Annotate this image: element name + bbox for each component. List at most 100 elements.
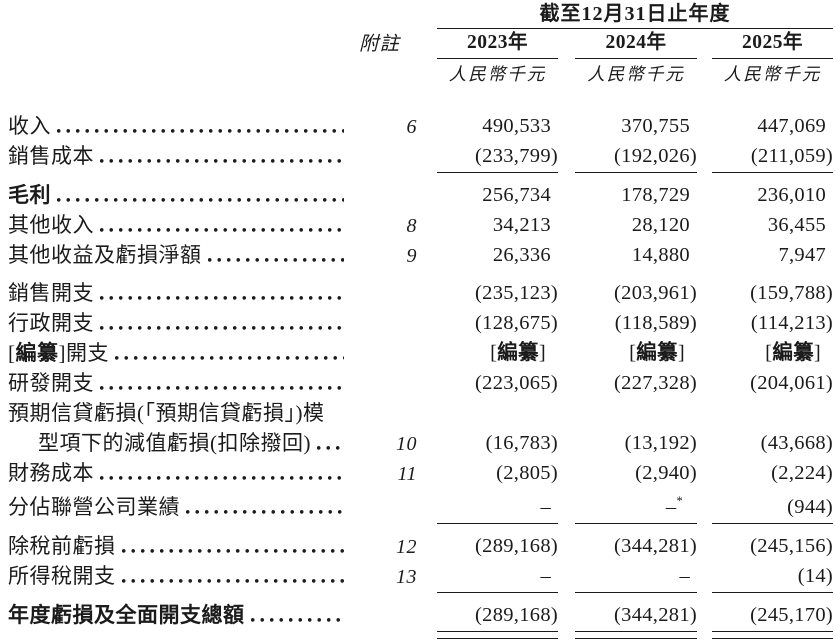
rule-separator-row	[8, 521, 834, 530]
row-redacted-expenses: [編纂]開支 [編纂] [編纂] [編纂]	[8, 337, 833, 367]
dot-leader	[207, 258, 344, 262]
rule-separator	[712, 592, 834, 593]
value-2023: (223,065)	[475, 372, 558, 395]
redacted-marker: 編纂	[497, 342, 539, 365]
unit-label: 人民幣千元	[587, 63, 685, 84]
value-2024: (13,192)	[624, 432, 697, 455]
rule-separator-row	[8, 170, 834, 179]
note-ref: 6	[406, 116, 417, 138]
note-ref: 9	[406, 245, 417, 267]
row-share-of-associates: 分佔聯營公司業績 – –* (944)	[8, 491, 833, 521]
income-statement-table: 截至12月31日止年度 附註 2023年 2024年 2025年 人民幣千元 人…	[8, 2, 834, 644]
note-ref: 11	[397, 463, 417, 485]
value-2023: (16,783)	[485, 432, 558, 455]
header-gap	[8, 84, 833, 110]
row-label: 銷售成本	[8, 143, 94, 168]
rule-separator	[437, 592, 558, 593]
double-rule-row	[8, 629, 834, 644]
value-2024: (203,961)	[614, 282, 697, 305]
year-header-2023: 2023年	[437, 28, 558, 59]
period-header: 截至12月31日止年度	[437, 2, 834, 29]
value-2024: (118,589)	[614, 312, 697, 335]
row-label: 研發開支	[8, 370, 94, 395]
rule-separator-row	[8, 590, 834, 599]
row-label: 收入	[8, 113, 51, 138]
rule-separator	[437, 523, 558, 524]
double-rule	[712, 631, 834, 639]
value-2025: (159,788)	[750, 282, 834, 305]
row-label: 所得稅開支	[8, 563, 116, 588]
row-finance-costs: 財務成本 11 (2,805) (2,940) (2,224)	[8, 457, 833, 487]
dot-leader	[186, 510, 344, 514]
value-2025: (245,156)	[750, 535, 834, 558]
row-other-income: 其他收入 8 34,213 28,120 36,455	[8, 209, 833, 239]
row-label: 毛利	[8, 182, 51, 207]
row-revenue: 收入 6 490,533 370,755 447,069	[8, 110, 833, 140]
value-2024: 28,120	[631, 214, 690, 237]
dot-leader	[100, 228, 344, 232]
value-2025: 236,010	[757, 184, 827, 207]
value-2023: (233,799)	[475, 145, 558, 168]
spacer-row	[8, 269, 833, 277]
dot-leader	[115, 356, 344, 360]
value-2025: (14)	[797, 565, 834, 588]
note-column-header: 附註	[358, 33, 400, 55]
value-2025: (944)	[787, 496, 834, 519]
redacted-marker: 編纂	[15, 340, 59, 365]
value-2023: (2,805)	[496, 462, 558, 485]
double-rule	[575, 631, 697, 639]
double-rule	[437, 631, 558, 639]
row-label: 分佔聯營公司業績	[8, 494, 180, 519]
row-ecl-line2: 型項下的減值虧損(扣除撥回) 10 (16,783) (13,192) (43,…	[8, 427, 833, 457]
dot-leader	[100, 326, 344, 330]
value-2025: [編纂]	[765, 342, 822, 365]
row-loss-before-tax: 除稅前虧損 12 (289,168) (344,281) (245,156)	[8, 530, 833, 560]
value-2025: 447,069	[757, 115, 827, 138]
value-2024: (344,281)	[614, 604, 697, 627]
value-2024: (227,328)	[614, 372, 697, 395]
dot-leader	[100, 476, 344, 480]
rule-separator	[712, 523, 834, 524]
value-2023: (128,675)	[475, 312, 558, 335]
value-2024: –*	[665, 494, 683, 519]
row-cost-of-sales: 銷售成本 (233,799) (192,026) (211,059)	[8, 140, 833, 170]
dot-leader	[57, 129, 344, 133]
value-2024: 178,729	[621, 184, 690, 207]
redacted-marker: 編纂	[636, 342, 678, 365]
value-2024: (344,281)	[614, 535, 697, 558]
row-label: 財務成本	[8, 460, 94, 485]
value-2023: 34,213	[492, 214, 551, 237]
year-header-2024: 2024年	[575, 28, 697, 59]
unit-label: 人民幣千元	[448, 63, 547, 84]
value-2023: 490,533	[482, 115, 551, 138]
value-2025: (43,668)	[760, 432, 834, 455]
note-ref: 12	[396, 536, 417, 558]
dot-leader	[121, 549, 344, 553]
value-2023: (235,123)	[475, 282, 558, 305]
row-income-tax: 所得稅開支 13 – – (14)	[8, 560, 833, 590]
row-selling-expenses: 銷售開支 (235,123) (203,961) (159,788)	[8, 277, 833, 307]
unit-header-row: 人民幣千元 人民幣千元 人民幣千元	[8, 58, 833, 84]
unit-label: 人民幣千元	[723, 63, 822, 84]
value-2024: –	[679, 565, 690, 588]
dot-leader	[121, 579, 344, 583]
rule-separator	[437, 172, 558, 173]
value-2025: (245,170)	[750, 604, 834, 627]
value-2023: 26,336	[492, 244, 551, 267]
row-label: 年度虧損及全面開支總額	[8, 602, 245, 627]
row-label: 行政開支	[8, 310, 94, 335]
value-2025: (114,213)	[750, 312, 834, 335]
row-ecl-line1: 預期信貸虧損(「預期信貸虧損」)模	[8, 397, 833, 427]
redacted-marker: 編纂	[772, 342, 814, 365]
note-ref: 10	[396, 433, 417, 455]
value-2025: (204,061)	[750, 372, 834, 395]
rule-separator	[575, 592, 697, 593]
dot-leader	[100, 159, 344, 163]
dot-leader	[100, 386, 344, 390]
value-2024: (192,026)	[614, 145, 697, 168]
value-2023: –	[540, 565, 551, 588]
row-label: 除稅前虧損	[8, 533, 116, 558]
row-label: 銷售開支	[8, 280, 94, 305]
value-2023: 256,734	[482, 184, 551, 207]
